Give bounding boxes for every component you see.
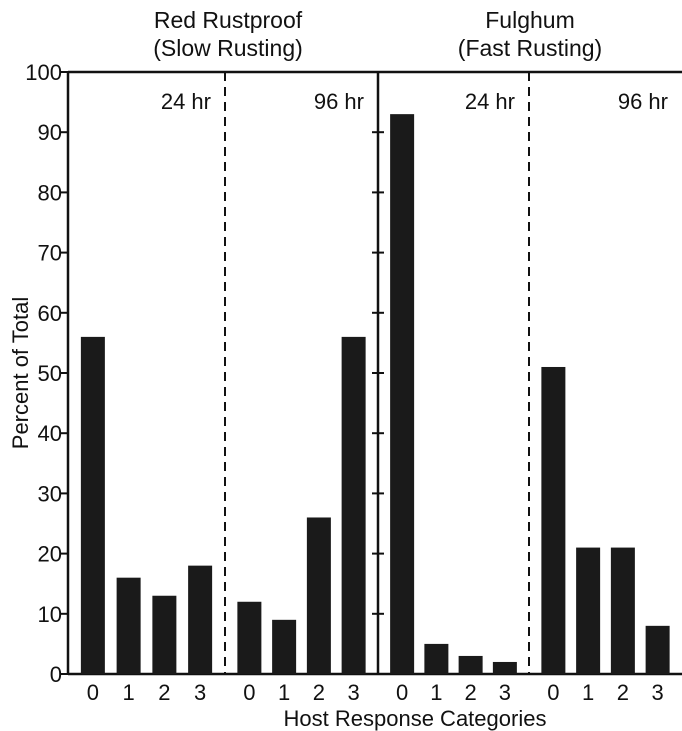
y-tick-label: 30 [38, 481, 62, 506]
group-title: Fulghum [485, 7, 574, 33]
group-title: Red Rustproof [154, 7, 303, 33]
bar [272, 619, 297, 674]
x-tick-label: 1 [430, 680, 442, 705]
bars [80, 114, 670, 674]
x-tick-label: 1 [278, 680, 290, 705]
x-tick-label: 1 [123, 680, 135, 705]
bar [152, 595, 177, 674]
bar [390, 114, 415, 674]
x-tick-label: 3 [348, 680, 360, 705]
y-axis-label: Percent of Total [8, 297, 33, 449]
x-tick-label: 2 [617, 680, 629, 705]
x-tick-label: 1 [582, 680, 594, 705]
panel-label: 24 hr [161, 89, 211, 114]
x-tick-label: 0 [87, 680, 99, 705]
bar [306, 517, 331, 674]
y-tick-label: 0 [50, 662, 62, 687]
group-subtitle: (Fast Rusting) [458, 35, 602, 61]
x-tick-label: 2 [158, 680, 170, 705]
bar [237, 601, 262, 674]
y-tick-label: 20 [38, 542, 62, 567]
y-axis: 0 10 20 30 40 50 60 70 80 90 100 [25, 60, 384, 687]
group-subtitle: (Slow Rusting) [153, 35, 303, 61]
bar [576, 547, 601, 674]
bar [645, 625, 670, 674]
x-tick-label: 0 [547, 680, 559, 705]
panel-label: 96 hr [314, 89, 364, 114]
x-axis-label: Host Response Categories [284, 706, 547, 731]
y-tick-label: 50 [38, 361, 62, 386]
bar [80, 336, 105, 674]
x-tick-label: 0 [396, 680, 408, 705]
x-tick-label: 3 [652, 680, 664, 705]
y-tick-label: 80 [38, 180, 62, 205]
bar [341, 336, 366, 674]
y-tick-label: 40 [38, 421, 62, 446]
x-tick-label: 3 [194, 680, 206, 705]
bar [458, 655, 483, 674]
bar [610, 547, 635, 674]
x-tick-label: 2 [465, 680, 477, 705]
bar [116, 577, 141, 674]
bar [188, 565, 213, 674]
bar [424, 643, 449, 674]
y-tick-label: 70 [38, 241, 62, 266]
x-tick-label: 3 [499, 680, 511, 705]
x-tick-label: 2 [313, 680, 325, 705]
panel-label: 96 hr [618, 89, 668, 114]
bar [492, 661, 517, 674]
y-tick-label: 60 [38, 301, 62, 326]
bar [541, 366, 566, 674]
y-tick-label: 10 [38, 602, 62, 627]
y-tick-label: 100 [25, 60, 62, 85]
panel-label: 24 hr [465, 89, 515, 114]
y-tick-label: 90 [38, 120, 62, 145]
x-tick-label: 0 [243, 680, 255, 705]
